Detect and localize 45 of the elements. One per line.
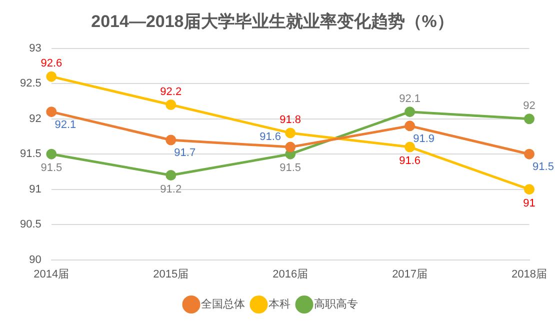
y-tick-label: 92.5 <box>20 78 42 90</box>
point <box>166 100 176 110</box>
x-tick-label: 2014届 <box>34 268 70 280</box>
data-label: 91.5 <box>280 162 302 174</box>
point <box>404 142 416 152</box>
point <box>166 170 176 180</box>
y-tick-label: 90.5 <box>20 218 42 231</box>
y-tick-label: 91.5 <box>20 148 42 160</box>
legend-label: 高职高专 <box>314 298 358 311</box>
point <box>285 128 296 138</box>
point <box>285 142 296 152</box>
data-label: 92.1 <box>399 92 421 105</box>
data-label: 91.8 <box>280 114 302 126</box>
chart-title: 2014—2018届大学毕业生就业率变化趋势（%） <box>91 12 454 31</box>
legend-label: 本科 <box>268 298 290 311</box>
data-label: 92.2 <box>160 86 182 98</box>
data-label: 91.9 <box>413 132 435 145</box>
y-tick-label: 92 <box>29 112 42 125</box>
y-tick-label: 91 <box>29 183 42 196</box>
point <box>524 184 535 195</box>
x-tick-label: 2018届 <box>512 268 548 280</box>
data-label: 92.6 <box>40 58 62 70</box>
data-label: 91.7 <box>174 147 196 160</box>
point <box>404 106 416 118</box>
point <box>404 120 416 132</box>
data-label: 91 <box>523 197 536 210</box>
data-label: 92.1 <box>54 118 76 131</box>
point <box>524 148 535 160</box>
data-label: 91.6 <box>399 155 421 168</box>
data-label: 91.2 <box>160 183 182 196</box>
data-label: 91.6 <box>260 131 282 144</box>
legend-label: 全国总体 <box>200 298 245 311</box>
y-tick-label: 90 <box>29 254 42 266</box>
data-label: 91.5 <box>532 161 554 174</box>
x-tick-label: 2015届 <box>153 268 189 280</box>
point <box>166 134 176 146</box>
point <box>46 106 57 118</box>
data-label: 91.5 <box>40 162 62 174</box>
point <box>46 148 57 160</box>
point <box>46 71 57 82</box>
y-tick-label: 93 <box>29 42 42 54</box>
x-tick-label: 2016届 <box>272 268 308 280</box>
data-label: 92 <box>523 100 536 112</box>
point <box>524 114 535 124</box>
x-tick-label: 2017届 <box>392 268 428 280</box>
